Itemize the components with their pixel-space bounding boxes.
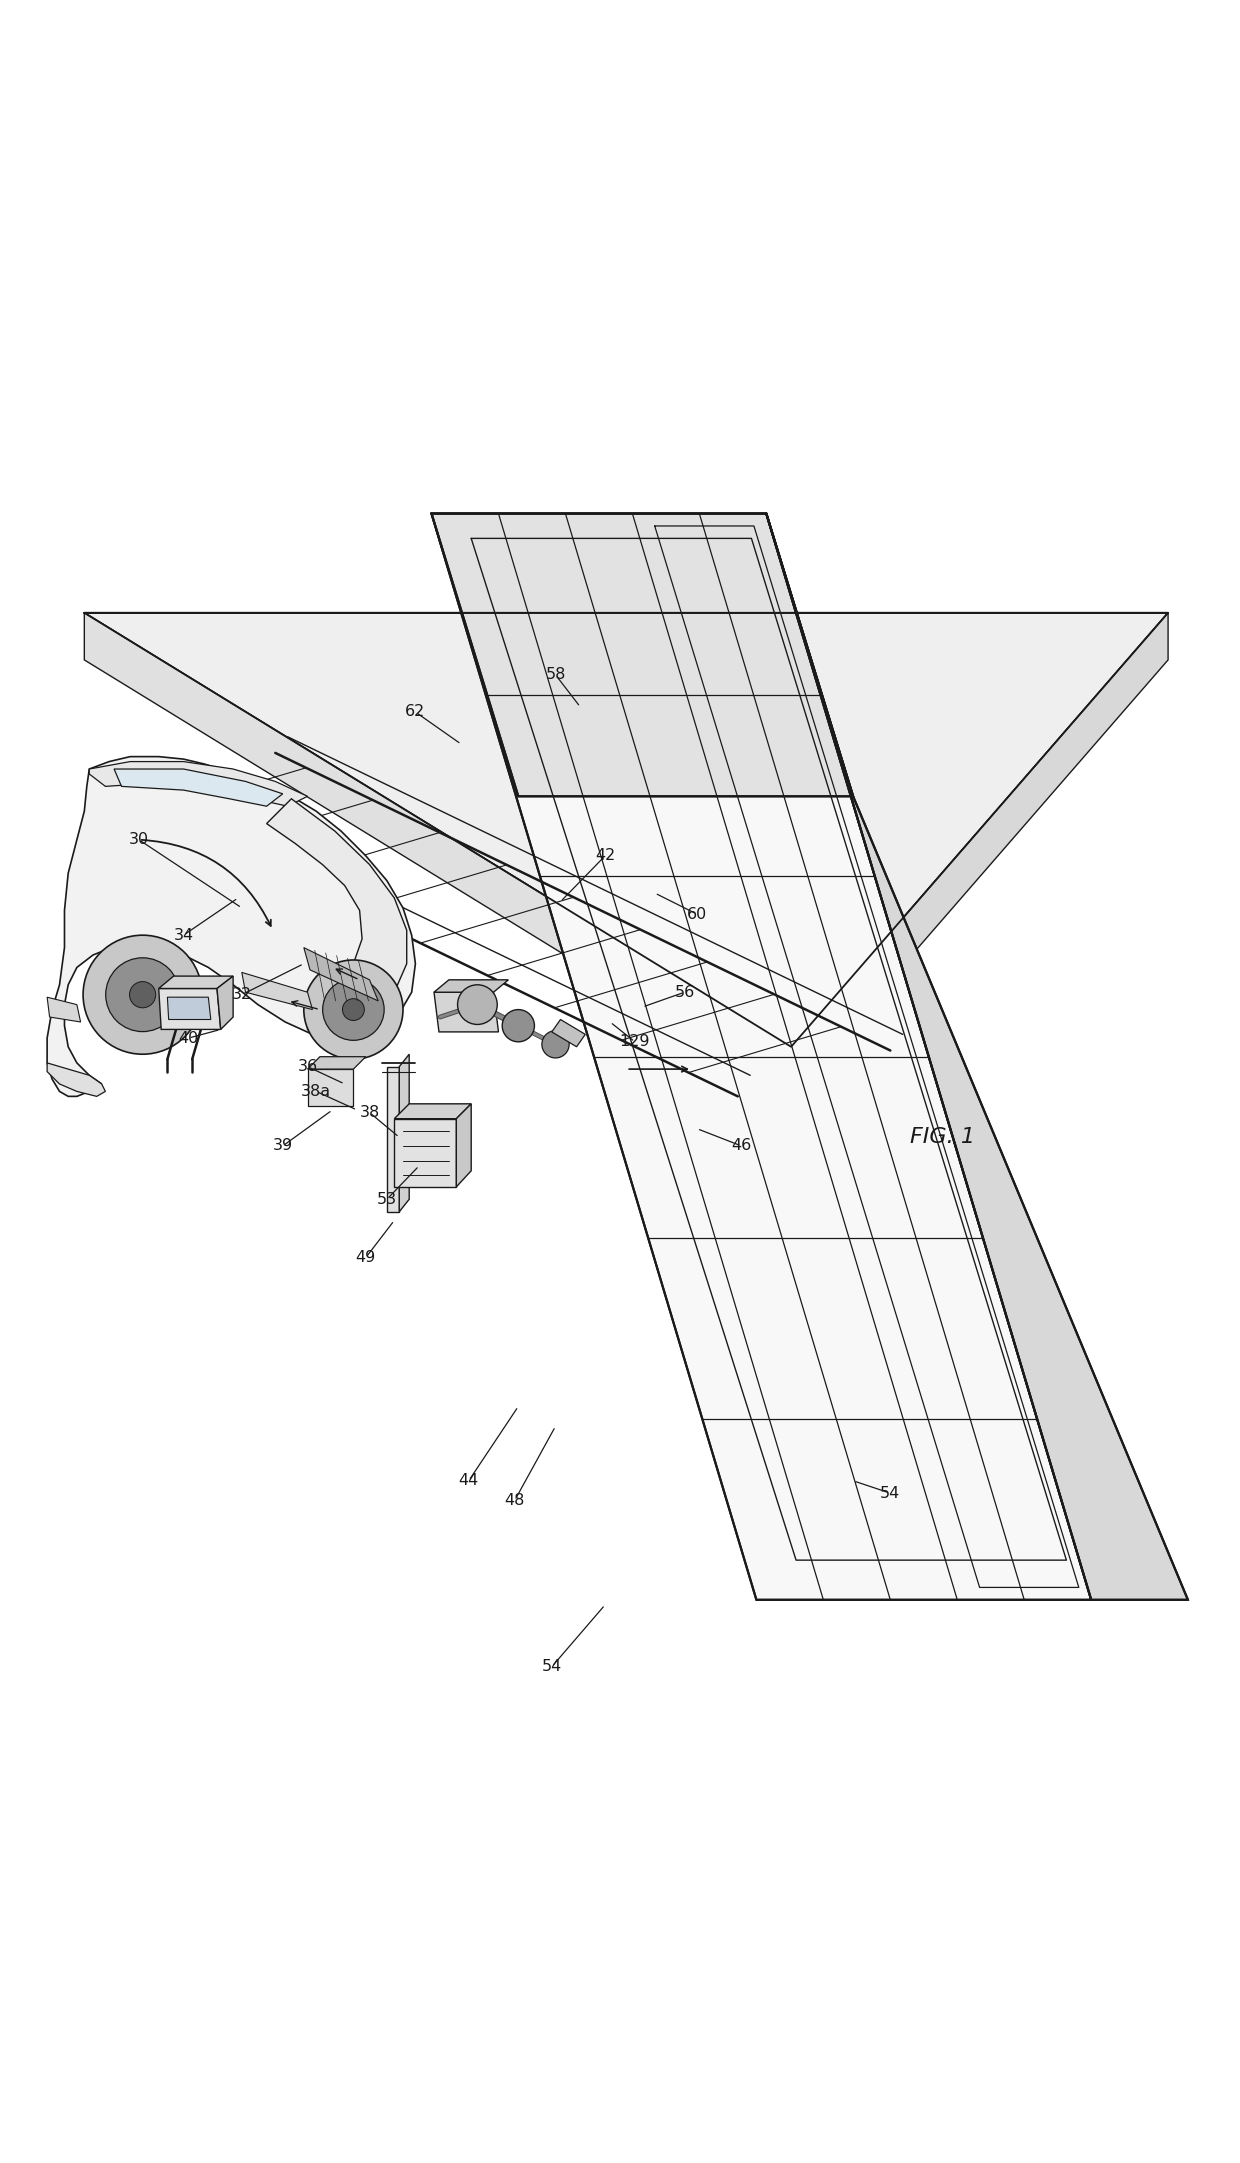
Polygon shape bbox=[399, 1053, 409, 1211]
Polygon shape bbox=[308, 1058, 366, 1069]
Text: FIG. 1: FIG. 1 bbox=[910, 1127, 975, 1146]
Text: 56: 56 bbox=[675, 984, 694, 999]
Text: 38: 38 bbox=[360, 1105, 379, 1120]
Text: 62: 62 bbox=[405, 705, 425, 720]
Text: 48: 48 bbox=[505, 1492, 525, 1508]
Polygon shape bbox=[114, 770, 283, 807]
Circle shape bbox=[322, 980, 384, 1040]
Polygon shape bbox=[394, 1103, 471, 1118]
Polygon shape bbox=[791, 612, 1168, 1094]
Polygon shape bbox=[242, 973, 312, 1010]
Text: 34: 34 bbox=[174, 928, 193, 943]
Circle shape bbox=[458, 984, 497, 1025]
Text: 60: 60 bbox=[687, 906, 707, 921]
Text: 46: 46 bbox=[732, 1138, 751, 1153]
Circle shape bbox=[105, 958, 180, 1032]
Polygon shape bbox=[552, 1019, 585, 1047]
Polygon shape bbox=[434, 980, 508, 993]
Circle shape bbox=[129, 982, 156, 1008]
Polygon shape bbox=[387, 1066, 399, 1211]
Circle shape bbox=[83, 934, 202, 1053]
Polygon shape bbox=[89, 761, 308, 807]
Text: 58: 58 bbox=[546, 666, 565, 681]
Text: 54: 54 bbox=[542, 1659, 562, 1674]
Polygon shape bbox=[47, 997, 81, 1021]
Polygon shape bbox=[267, 798, 407, 1034]
Text: 44: 44 bbox=[459, 1473, 479, 1488]
Polygon shape bbox=[434, 993, 498, 1032]
Polygon shape bbox=[432, 513, 1091, 1601]
Text: 42: 42 bbox=[595, 848, 615, 863]
Text: 39: 39 bbox=[273, 1138, 293, 1153]
Polygon shape bbox=[217, 976, 233, 1030]
Polygon shape bbox=[47, 1062, 105, 1097]
Polygon shape bbox=[84, 612, 1168, 1047]
Polygon shape bbox=[456, 1103, 471, 1187]
Polygon shape bbox=[159, 988, 221, 1030]
Text: 129: 129 bbox=[620, 1034, 650, 1049]
Text: 49: 49 bbox=[356, 1250, 376, 1265]
Circle shape bbox=[502, 1010, 534, 1043]
Text: 54: 54 bbox=[880, 1486, 900, 1501]
Polygon shape bbox=[432, 513, 853, 796]
Circle shape bbox=[342, 999, 365, 1021]
Text: 30: 30 bbox=[129, 833, 149, 848]
Polygon shape bbox=[159, 976, 233, 988]
Circle shape bbox=[542, 1030, 569, 1058]
Polygon shape bbox=[766, 513, 1188, 1601]
Polygon shape bbox=[394, 1118, 456, 1187]
Circle shape bbox=[304, 960, 403, 1060]
Polygon shape bbox=[167, 997, 211, 1019]
Text: 36: 36 bbox=[298, 1060, 317, 1075]
Text: 40: 40 bbox=[179, 1030, 198, 1045]
Text: 38a: 38a bbox=[301, 1084, 331, 1099]
Polygon shape bbox=[84, 612, 791, 1094]
Polygon shape bbox=[308, 1069, 353, 1105]
Text: 32: 32 bbox=[232, 986, 252, 1001]
Polygon shape bbox=[47, 757, 415, 1097]
Polygon shape bbox=[304, 947, 378, 1001]
Text: 53: 53 bbox=[377, 1192, 397, 1207]
